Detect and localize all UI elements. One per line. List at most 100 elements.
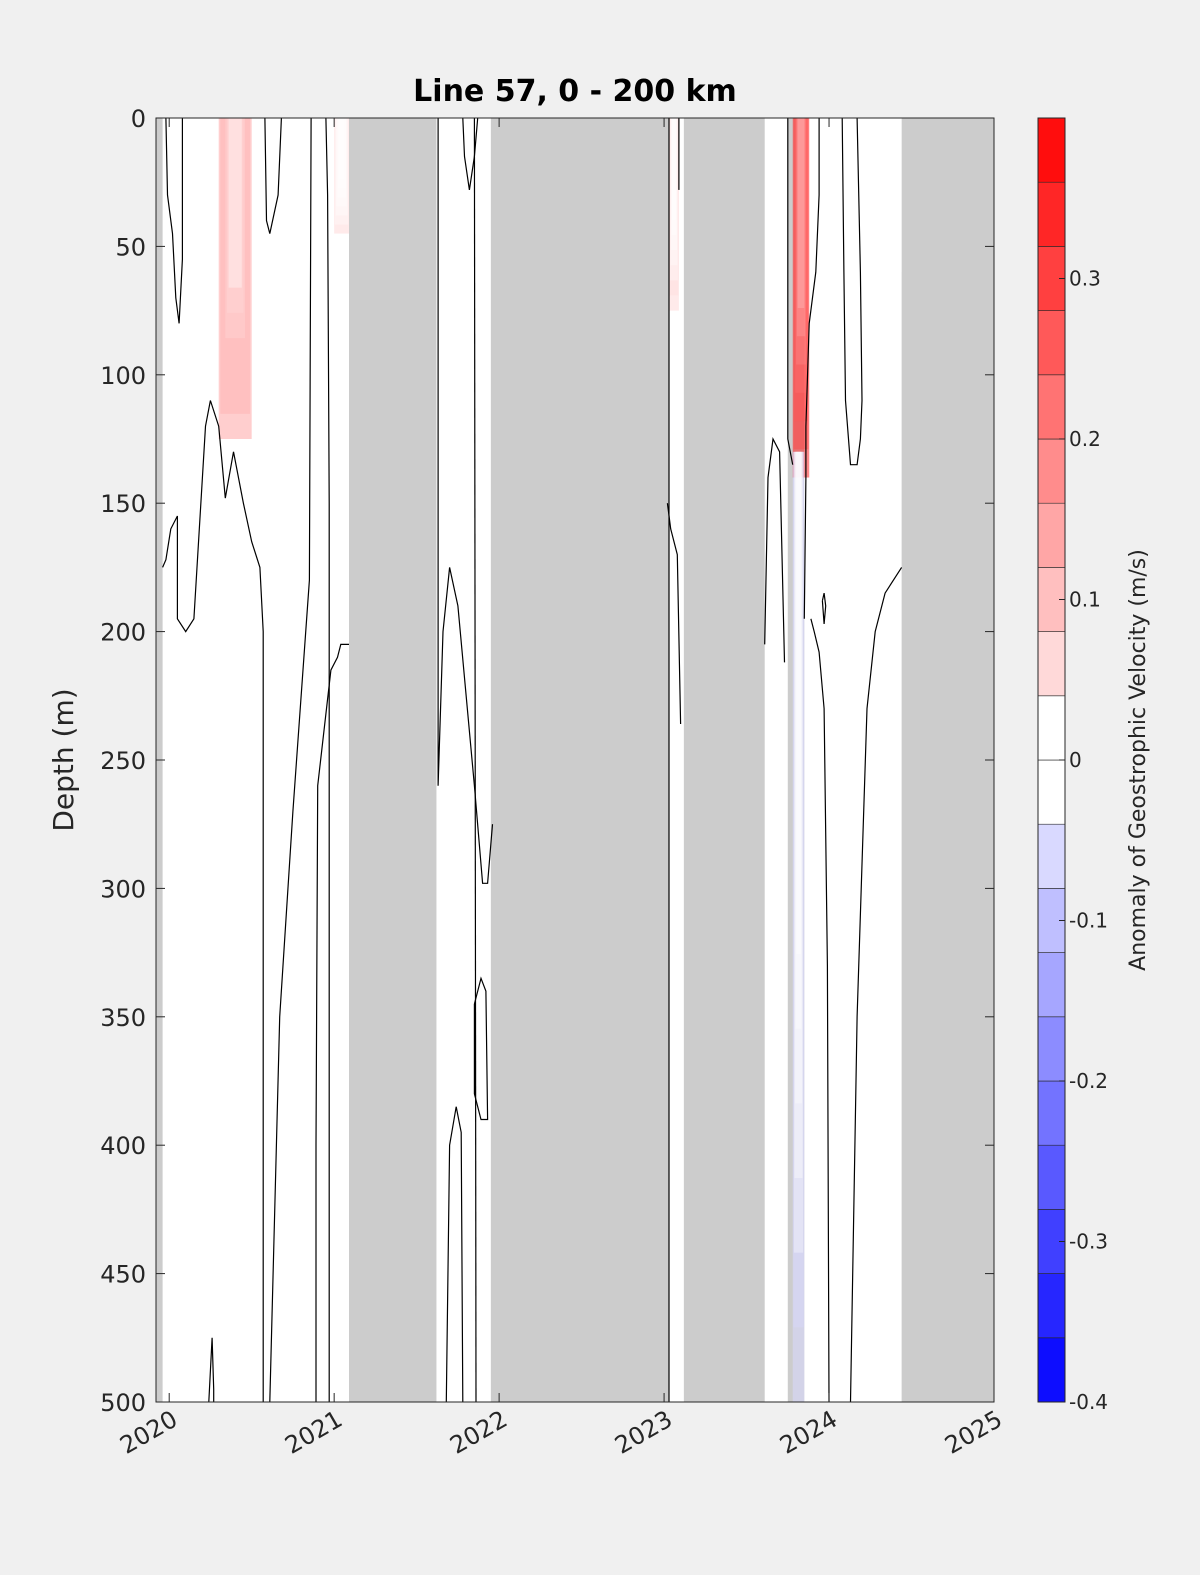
anomaly-cell (671, 1196, 679, 1338)
anomaly-cell (294, 1247, 299, 1330)
colorbar-level (1037, 1273, 1066, 1339)
anomaly-cell (795, 451, 802, 1104)
colorbar-label: Anomaly of Geostrophic Velocity (m/s) (1126, 549, 1151, 971)
anomaly-cell (224, 554, 232, 1070)
anomaly-cell (793, 451, 804, 1328)
missing-data-period (349, 118, 437, 1402)
contour-line (803, 118, 820, 619)
anomaly-cell (284, 118, 299, 236)
anomaly-cell (847, 118, 854, 158)
colorbar-tick-label: 0.2 (1069, 427, 1101, 451)
anomaly-cell (881, 118, 896, 212)
anomaly-cell (794, 118, 808, 422)
y-tick-label: 50 (115, 233, 146, 261)
contour-line (208, 1337, 215, 1402)
anomaly-cell (796, 118, 806, 365)
colorbar-tick-label: -0.2 (1069, 1069, 1108, 1093)
colorbar-tick-label: 0.1 (1069, 588, 1101, 612)
anomaly-cell (671, 118, 676, 220)
anomaly-cell (848, 118, 853, 146)
anomaly-cell (286, 118, 297, 212)
anomaly-cell (793, 451, 804, 1253)
colorbar-tick-label: -0.3 (1069, 1230, 1108, 1254)
anomaly-cell (796, 451, 801, 955)
colorbar-level (1037, 823, 1066, 889)
colorbar-level (1037, 759, 1066, 825)
anomaly-cell (669, 118, 679, 311)
anomaly-cell (879, 118, 898, 236)
colorbar-level (1037, 374, 1066, 440)
anomaly-cell (283, 118, 300, 248)
anomaly-cell (672, 1196, 678, 1306)
colorbar-tick-label: -0.4 (1069, 1390, 1108, 1414)
contour-line (841, 118, 863, 466)
anomaly-cell (797, 118, 805, 309)
y-axis-ticks: 0 50 100 150 200 250 300 350 400 450 500 (100, 105, 994, 1417)
y-tick-label: 0 (131, 105, 146, 133)
anomaly-cell (293, 1247, 299, 1342)
missing-data-layer (156, 118, 994, 1402)
anomaly-cell (222, 554, 233, 1203)
colorbar-level (1037, 695, 1066, 761)
anomaly-cell (334, 118, 349, 225)
anomaly-cell (796, 118, 806, 337)
colorbar-level (1037, 117, 1066, 183)
contour-line (269, 118, 312, 1402)
anomaly-cell (337, 118, 346, 189)
colorbar: 0.3 0.2 0.1 0 -0.1 -0.2 -0.3 -0.4 (1037, 117, 1108, 1414)
colorbar-tick-label: 0 (1069, 748, 1082, 772)
contour-line (264, 118, 282, 234)
colorbar-level (1037, 310, 1066, 376)
anomaly-cell (792, 451, 805, 1402)
anomaly-cell (670, 118, 678, 281)
colorbar-level (1037, 631, 1066, 697)
y-tick-label: 350 (100, 1004, 146, 1032)
anomaly-cell (883, 118, 894, 200)
anomaly-cell (228, 118, 242, 288)
anomaly-cell (671, 118, 677, 251)
anomaly-cell (334, 118, 350, 234)
anomaly-cell (669, 1196, 680, 1386)
y-tick-label: 500 (100, 1389, 146, 1417)
y-tick-label: 100 (100, 362, 146, 390)
contour-line (162, 400, 264, 1402)
colorbar-level (1037, 502, 1066, 568)
anomaly-cell (845, 118, 856, 170)
anomaly-cell (846, 118, 855, 162)
anomaly-cell (285, 118, 298, 224)
anomaly-cell (226, 118, 244, 313)
y-tick-label: 450 (100, 1261, 146, 1289)
anomaly-cell (335, 118, 348, 216)
anomaly-cell (671, 1196, 678, 1322)
anomaly-cell (670, 1196, 680, 1370)
contour-line (821, 592, 827, 624)
contour-line (437, 118, 494, 884)
anomaly-cell (220, 554, 236, 1402)
anomaly-cell (292, 1247, 301, 1378)
anomaly-cell (224, 554, 231, 1003)
colorbar-level (1037, 1337, 1066, 1403)
anomaly-cell (281, 118, 302, 273)
anomaly-cell (220, 118, 251, 414)
colorbar-level (1037, 181, 1066, 247)
y-axis-label: Depth (m) (47, 688, 80, 831)
anomaly-cell (282, 118, 301, 260)
colorbar-level (1037, 438, 1066, 504)
contour-line (165, 118, 183, 324)
anomaly-cell (338, 118, 345, 180)
anomaly-cell (223, 118, 247, 364)
contour-line (445, 1106, 464, 1402)
anomaly-cell (847, 118, 854, 154)
y-tick-label: 400 (100, 1132, 146, 1160)
anomaly-cell (223, 554, 233, 1136)
contour-line (462, 118, 479, 190)
colorbar-level (1037, 1080, 1066, 1146)
anomaly-cell (669, 118, 679, 296)
contour-line (787, 118, 794, 465)
anomaly-cell (876, 118, 901, 260)
anomaly-cell (848, 118, 853, 150)
colorbar-tick-label: 0.3 (1069, 267, 1101, 291)
anomaly-cell (337, 118, 347, 198)
contour-line (315, 643, 349, 1402)
anomaly-cell (225, 118, 246, 339)
